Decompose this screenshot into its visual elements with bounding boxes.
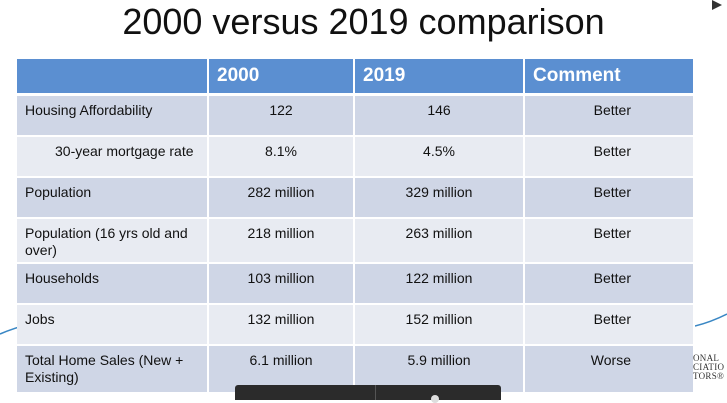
row-label: Households	[17, 264, 209, 305]
toolbar-divider	[375, 385, 376, 400]
table-header-row: 2000 2019 Comment	[17, 59, 693, 96]
table-row: Households 103 million 122 million Bette…	[17, 264, 693, 305]
comment-cell: Better	[525, 96, 693, 137]
comment-cell: Worse	[525, 346, 693, 394]
value-2019: 122 million	[355, 264, 525, 305]
presentation-toolbar[interactable]	[235, 385, 501, 403]
value-2000: 132 million	[209, 305, 355, 346]
logo-line-1: ONAL	[693, 353, 720, 363]
row-label: Population	[17, 178, 209, 219]
value-2019: 146	[355, 96, 525, 137]
toolbar-control-icon[interactable]	[431, 395, 439, 403]
row-label: Housing Affordability	[17, 96, 209, 137]
header-2000: 2000	[209, 59, 355, 96]
value-2019: 4.5%	[355, 137, 525, 178]
comment-cell: Better	[525, 219, 693, 264]
header-comment: Comment	[525, 59, 693, 96]
logo-line-3: TORS®	[693, 371, 725, 381]
comparison-table: 2000 2019 Comment Housing Affordability …	[17, 59, 693, 394]
comment-cell: Better	[525, 264, 693, 305]
row-label: Jobs	[17, 305, 209, 346]
value-2000: 8.1%	[209, 137, 355, 178]
logo-line-2: CIATIO	[693, 362, 725, 372]
comment-cell: Better	[525, 305, 693, 346]
row-label-text: 30-year mortgage rate	[55, 143, 194, 159]
table-row: Jobs 132 million 152 million Better	[17, 305, 693, 346]
value-2000: 122	[209, 96, 355, 137]
comment-cell: Better	[525, 137, 693, 178]
value-2019: 152 million	[355, 305, 525, 346]
value-2000: 282 million	[209, 178, 355, 219]
table-row: Population (16 yrs old and over) 218 mil…	[17, 219, 693, 264]
value-2019: 263 million	[355, 219, 525, 264]
value-2000: 218 million	[209, 219, 355, 264]
header-2019: 2019	[355, 59, 525, 96]
corner-arrow-icon	[712, 0, 722, 10]
value-2019: 329 million	[355, 178, 525, 219]
row-label: Population (16 yrs old and over)	[17, 219, 209, 264]
table-row: Population 282 million 329 million Bette…	[17, 178, 693, 219]
realtors-logo: ONAL CIATIO TORS®	[693, 354, 727, 381]
table-row: 30-year mortgage rate 8.1% 4.5% Better	[17, 137, 693, 178]
value-2000: 103 million	[209, 264, 355, 305]
row-label: 30-year mortgage rate	[17, 137, 209, 178]
slide-title: 2000 versus 2019 comparison	[122, 1, 605, 42]
decorative-swoosh-right	[695, 313, 727, 327]
header-label	[17, 59, 209, 96]
row-label: Total Home Sales (New + Existing)	[17, 346, 209, 394]
table-row: Housing Affordability 122 146 Better	[17, 96, 693, 137]
comment-cell: Better	[525, 178, 693, 219]
